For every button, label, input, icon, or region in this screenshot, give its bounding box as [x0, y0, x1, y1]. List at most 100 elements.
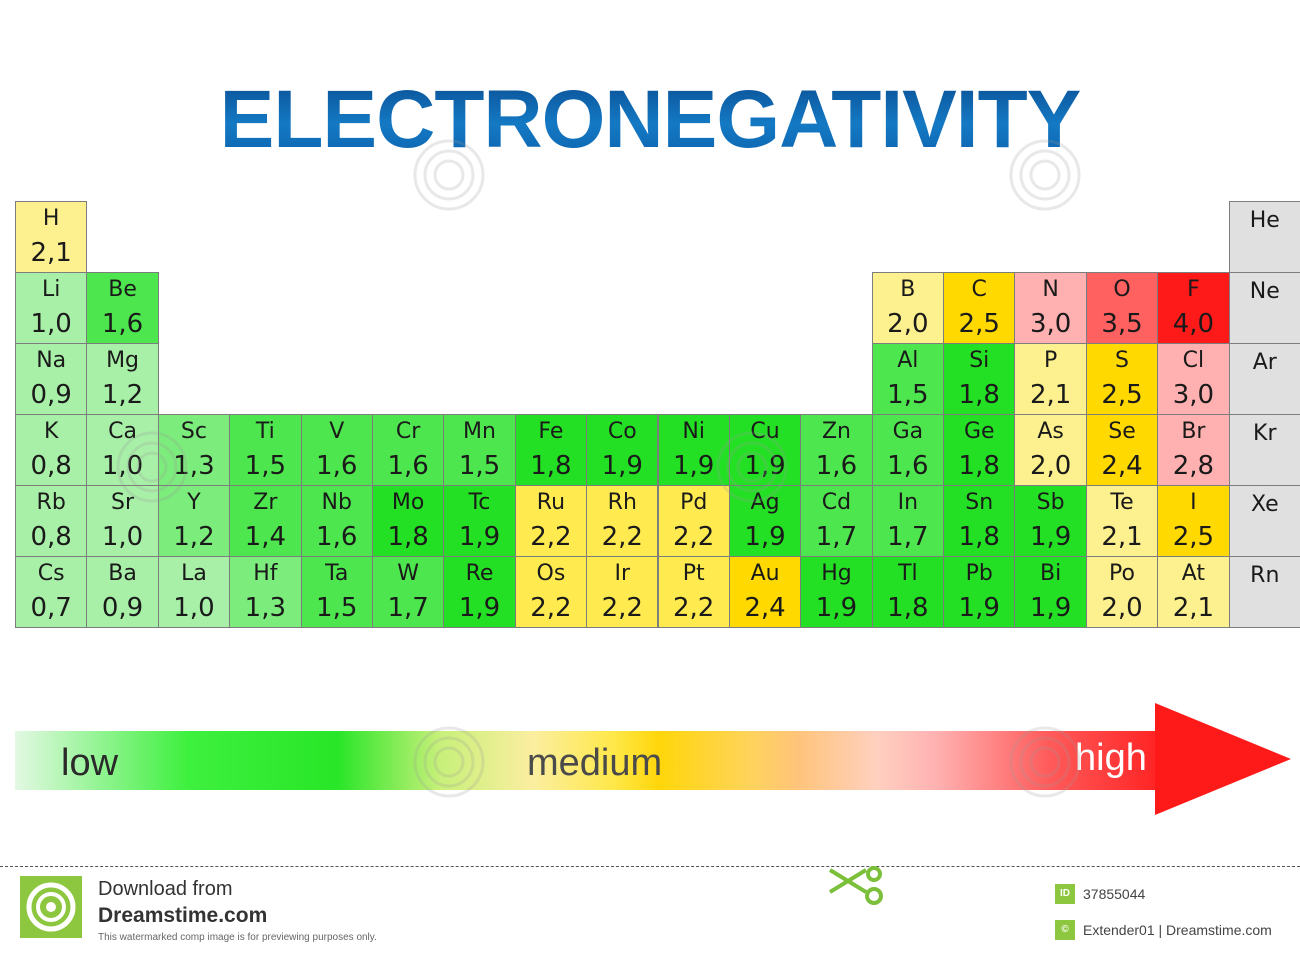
element-cell-ag: Ag 1,9: [728, 485, 802, 557]
element-electronegativity: 1,7: [887, 522, 929, 552]
element-cell-he: He: [1228, 201, 1300, 273]
element-symbol: Kr: [1253, 421, 1277, 446]
element-symbol: Zn: [821, 419, 851, 444]
element-symbol: Tl: [898, 561, 918, 586]
dreamstime-logo-icon: [20, 876, 82, 938]
element-symbol: Au: [750, 561, 780, 586]
element-electronegativity: 0,8: [30, 522, 72, 552]
element-electronegativity: 1,8: [958, 451, 1000, 481]
element-symbol: Rb: [36, 490, 66, 515]
element-symbol: Os: [536, 561, 566, 586]
element-symbol: F: [1187, 277, 1200, 302]
element-cell-pd: Pd 2,2: [657, 485, 730, 557]
footer-brand-link[interactable]: Dreamstime.com: [98, 904, 268, 927]
element-symbol: Mg: [106, 348, 140, 373]
element-cell-sb: Sb 1,9: [1014, 485, 1087, 557]
element-electronegativity: 2,1: [1172, 593, 1215, 623]
element-symbol: Sn: [965, 490, 994, 515]
element-cell-s: S 2,5: [1085, 343, 1159, 415]
element-cell-p: P 2,1: [1014, 343, 1087, 415]
element-symbol: Ne: [1249, 279, 1280, 304]
element-cell-i: I 2,5: [1157, 485, 1230, 557]
element-electronegativity: 0,9: [101, 593, 144, 623]
element-symbol: I: [1190, 490, 1197, 515]
element-cell-ni: Ni 1,9: [657, 414, 730, 486]
element-cell-hf: Hf 1,3: [229, 556, 302, 628]
element-cell-na: Na 0,9: [15, 343, 88, 415]
element-cell-se: Se 2,4: [1085, 414, 1159, 486]
element-cell-mg: Mg 1,2: [86, 343, 159, 415]
element-symbol: Pb: [965, 561, 993, 586]
element-cell-at: At 2,1: [1157, 556, 1230, 628]
element-cell-cl: Cl 3,0: [1157, 343, 1230, 415]
element-cell-zn: Zn 1,6: [800, 414, 873, 486]
element-electronegativity: 1,7: [815, 522, 858, 552]
element-cell-cs: Cs 0,7: [15, 556, 88, 628]
element-symbol: Ag: [750, 490, 780, 515]
element-electronegativity: 1,0: [30, 309, 72, 339]
element-cell-mo: Mo 1,8: [371, 485, 445, 557]
element-electronegativity: 2,0: [887, 309, 929, 339]
element-symbol: Si: [969, 348, 990, 373]
element-symbol: Y: [187, 490, 201, 515]
element-electronegativity: 2,2: [530, 522, 572, 552]
element-symbol: Ca: [108, 419, 137, 444]
element-symbol: Sc: [180, 419, 207, 444]
element-cell-k: K 0,8: [15, 414, 88, 486]
element-symbol: Pt: [682, 561, 705, 586]
element-electronegativity: 2,8: [1172, 451, 1215, 481]
element-symbol: Mn: [463, 419, 496, 444]
element-electronegativity: 2,1: [30, 238, 72, 268]
element-cell-sr: Sr 1,0: [86, 485, 159, 557]
element-cell-re: Re 1,9: [443, 556, 516, 628]
element-symbol: W: [397, 561, 419, 586]
element-symbol: Co: [607, 419, 637, 444]
element-symbol: Cu: [750, 419, 780, 444]
scale-medium-label: medium: [527, 742, 663, 784]
element-symbol: Rn: [1250, 563, 1280, 588]
element-symbol: Cr: [395, 419, 421, 444]
author-link[interactable]: Extender01 | Dreamstime.com: [1083, 922, 1272, 938]
element-cell-f: F 4,0: [1157, 272, 1230, 344]
element-symbol: At: [1181, 561, 1206, 586]
element-cell-hg: Hg 1,9: [800, 556, 873, 628]
element-symbol: Ga: [892, 419, 924, 444]
element-electronegativity: 3,0: [1029, 309, 1072, 339]
element-symbol: Ir: [614, 561, 631, 586]
element-cell-tc: Tc 1,9: [443, 485, 516, 557]
copyright-icon: ©: [1055, 920, 1075, 940]
element-electronegativity: 0,8: [30, 451, 72, 481]
element-symbol: Br: [1181, 419, 1206, 444]
element-cell-n: N 3,0: [1014, 272, 1087, 344]
element-cell-as: As 2,0: [1014, 414, 1087, 486]
element-symbol: Hg: [821, 561, 852, 586]
element-symbol: Po: [1109, 561, 1135, 586]
element-cell-mn: Mn 1,5: [443, 414, 516, 486]
element-electronegativity: 1,9: [744, 522, 786, 552]
element-cell-os: Os 2,2: [514, 556, 588, 628]
element-electronegativity: 1,9: [744, 451, 786, 481]
element-electronegativity: 2,4: [744, 593, 786, 623]
element-cell-xe: Xe: [1228, 485, 1300, 557]
element-symbol: In: [897, 490, 919, 515]
element-cell-ti: Ti 1,5: [229, 414, 302, 486]
element-cell-cd: Cd 1,7: [800, 485, 873, 557]
element-electronegativity: 1,6: [316, 522, 358, 552]
element-electronegativity: 1,5: [244, 451, 287, 481]
element-cell-sn: Sn 1,8: [943, 485, 1016, 557]
element-electronegativity: 1,2: [101, 380, 144, 410]
element-cell-ta: Ta 1,5: [300, 556, 373, 628]
element-symbol: Sr: [111, 490, 135, 515]
element-electronegativity: 2,2: [530, 593, 572, 623]
element-cell-fe: Fe 1,8: [514, 414, 588, 486]
element-cell-ga: Ga 1,6: [871, 414, 945, 486]
footer-divider: [0, 866, 1300, 867]
element-symbol: Ta: [325, 561, 349, 586]
image-id-icon: ID: [1055, 884, 1075, 904]
element-electronegativity: 2,4: [1101, 451, 1143, 481]
scale-high-label: high: [1075, 737, 1147, 779]
scale-low-label: low: [61, 742, 119, 784]
element-electronegativity: 1,8: [958, 380, 1000, 410]
element-symbol: Ru: [536, 490, 566, 515]
scissors-icon: [828, 866, 883, 905]
